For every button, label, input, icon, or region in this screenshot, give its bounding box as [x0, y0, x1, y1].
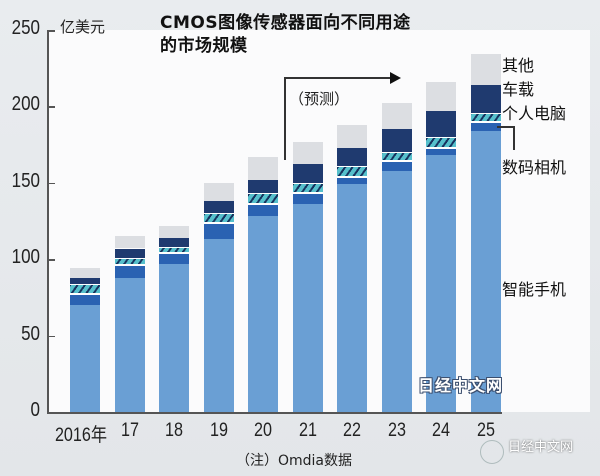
y-tick-mark [47, 335, 55, 338]
chart-title: CMOS图像传感器面向不同用途 的市场规模 [160, 12, 411, 58]
bar-segment-camera [470, 121, 501, 131]
y-tick-label: 0 [30, 399, 40, 421]
bar-segment-auto [292, 164, 323, 183]
bar-segment-smartphone [292, 204, 323, 412]
y-tick-mark [47, 106, 55, 108]
bar-segment-smartphone [248, 216, 278, 412]
bar-segment-camera [159, 253, 189, 264]
bar-segment-camera [292, 193, 323, 205]
bar-segment-auto [248, 179, 278, 194]
forecast-arrow-icon [390, 72, 401, 84]
bar-segment-camera [203, 222, 234, 240]
x-tick-label: 24 [432, 420, 450, 441]
bar-segment-smartphone [470, 130, 501, 412]
y-tick-label: 50 [21, 322, 40, 345]
legend-auto: 车载 [502, 80, 535, 99]
forecast-label: （预测） [289, 90, 350, 108]
bar-segment-smartphone [70, 305, 100, 412]
x-tick-label: 25 [476, 420, 495, 441]
bar-segment-camera [426, 147, 456, 156]
bar-segment-pc [381, 152, 412, 162]
bar-segment-pc [470, 112, 501, 122]
bar-segment-other [159, 225, 189, 238]
x-tick-label: 21 [298, 420, 317, 441]
legend-camera: 数码相机 [502, 158, 567, 177]
bar-segment-camera [337, 176, 367, 185]
bar-segment-smartphone [114, 277, 145, 412]
x-tick-label: 17 [120, 420, 139, 441]
legend-smartphone: 智能手机 [502, 280, 567, 299]
bar-segment-auto [203, 201, 234, 214]
legend-other: 其他 [502, 56, 535, 75]
x-tick-label: 19 [209, 420, 228, 441]
bar-segment-pc [114, 257, 145, 266]
bar-segment-other [248, 156, 278, 180]
bar-segment-smartphone [426, 155, 456, 412]
bar-segment-other [337, 124, 367, 148]
bar-segment-pc [292, 182, 323, 194]
bar-segment-smartphone [337, 184, 367, 412]
y-axis-line [47, 30, 49, 413]
wechat-icon [480, 440, 504, 464]
forecast-bracket-horizontal [284, 77, 392, 79]
x-tick-label: 2016年 [54, 425, 108, 446]
bar-segment-other [470, 54, 501, 85]
bar-segment-pc [70, 283, 100, 295]
bar-segment-other [381, 103, 412, 130]
title-line-2: 的市场规模 [160, 36, 248, 56]
x-tick-label: 22 [343, 420, 361, 441]
y-tick-mark [47, 30, 55, 32]
bar-segment-other [292, 141, 323, 165]
bar-segment-auto [114, 248, 145, 258]
bar-segment-auto [426, 110, 456, 137]
bar-segment-other [114, 236, 145, 249]
x-tick-label: 20 [254, 420, 272, 441]
legend-camera-connector [497, 126, 513, 128]
bar-segment-auto [381, 129, 412, 153]
bar-segment-pc [426, 136, 456, 148]
legend-camera-connector-vertical [513, 126, 515, 150]
bar-segment-camera [248, 204, 278, 217]
bar-segment-auto [159, 237, 189, 247]
y-tick-mark [47, 182, 55, 185]
bar-segment-smartphone [381, 170, 412, 412]
bar-segment-camera [70, 294, 100, 306]
bar-segment-pc [248, 193, 278, 205]
bar-segment-other [426, 81, 456, 111]
title-line-1: CMOS图像传感器面向不同用途 [160, 13, 411, 33]
source-note: （注）Omdia数据 [236, 453, 353, 469]
x-tick-label: 23 [387, 420, 406, 441]
y-tick-label: 200 [11, 93, 40, 116]
bar-segment-camera [381, 161, 412, 171]
bar-segment-auto [337, 147, 367, 166]
x-axis-line [47, 412, 502, 414]
y-tick-mark [47, 259, 55, 261]
bar-segment-smartphone [159, 263, 189, 412]
forecast-bracket-vertical [284, 77, 286, 160]
bar-segment-other [70, 268, 100, 278]
legend-pc: 个人电脑 [502, 104, 567, 123]
bar-segment-pc [203, 213, 234, 223]
bar-segment-other [203, 182, 234, 202]
bar-segment-pc [159, 246, 189, 254]
y-tick-label: 150 [11, 169, 40, 192]
x-tick-label: 18 [165, 420, 183, 441]
y-axis-unit: 亿美元 [60, 18, 106, 36]
bar-segment-smartphone [203, 239, 234, 412]
y-tick-label: 100 [11, 246, 40, 269]
watermark-nikkei: 日经中文网 [418, 376, 504, 395]
watermark-wechat: 日经中文网 [508, 440, 574, 455]
y-tick-label: 250 [11, 17, 40, 39]
bar-segment-auto [470, 85, 501, 113]
bar-segment-camera [114, 265, 145, 278]
bar-segment-pc [337, 165, 367, 177]
bar-segment-auto [70, 277, 100, 284]
